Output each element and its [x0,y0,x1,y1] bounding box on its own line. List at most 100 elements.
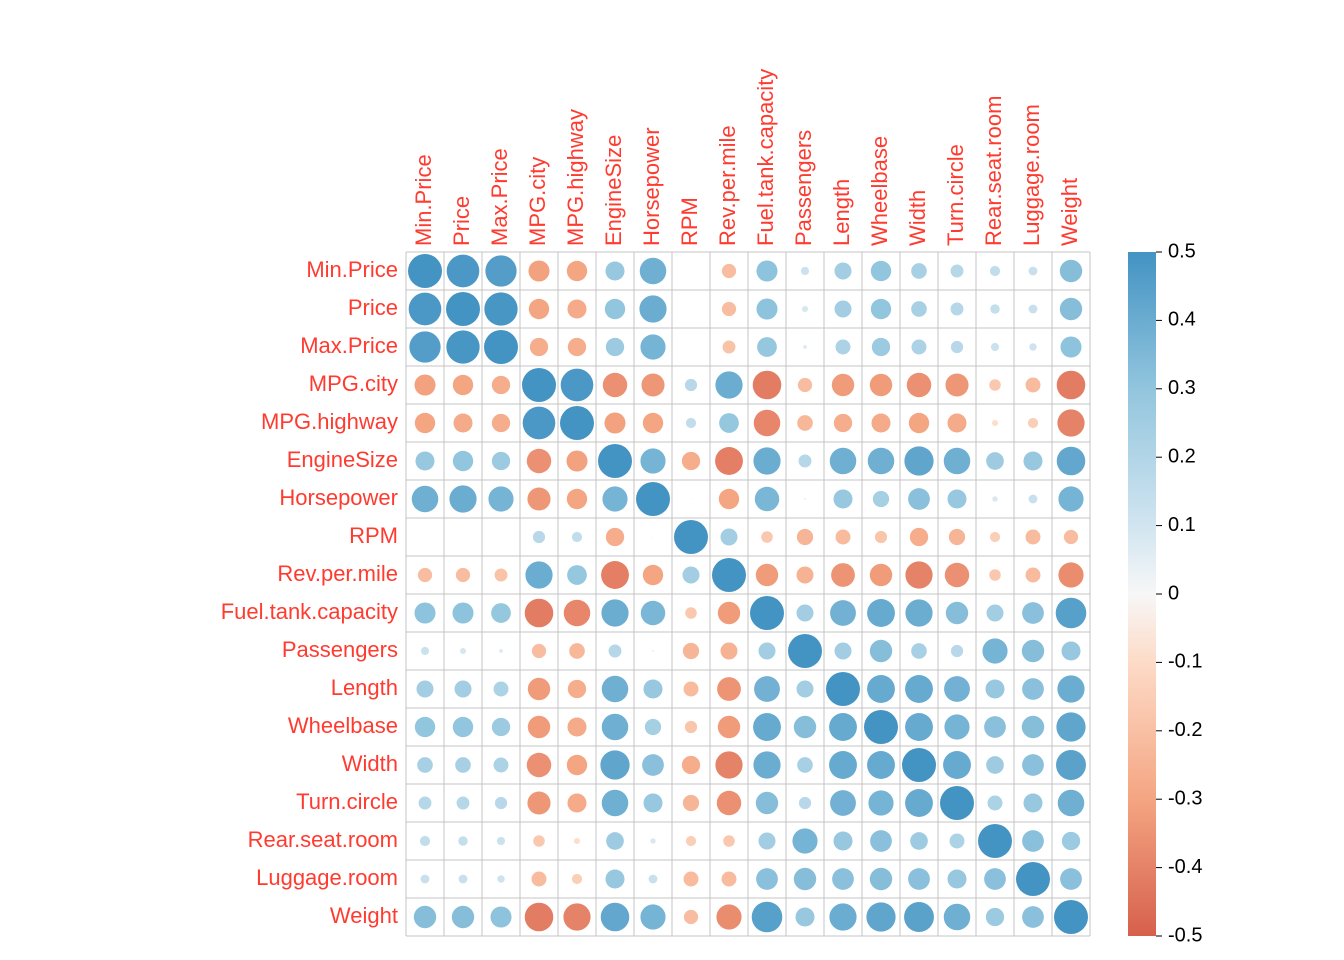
corr-cell [718,602,740,624]
corr-cell [911,643,927,659]
corr-cell [985,679,1004,698]
corr-cell [866,902,895,931]
corr-cell [601,903,630,932]
col-label: Fuel.tank.capacity [753,69,778,246]
corr-cell [569,643,585,659]
corr-cell [1026,530,1041,545]
corr-cell [992,420,998,426]
corr-cell [722,264,736,278]
col-label: Turn.circle [943,144,968,246]
corr-cell [1026,568,1041,583]
col-label: Rev.per.mile [715,125,740,246]
corr-cell [567,717,586,736]
corr-cell [643,793,662,812]
corr-cell [908,488,930,510]
corr-cell [522,368,556,402]
corr-cell [951,265,964,278]
corr-cell [528,260,549,281]
corr-cell [949,529,965,545]
corr-cell [525,599,554,628]
corr-cell [904,446,933,475]
corr-cell [459,875,468,884]
corr-cell [870,374,892,396]
corr-cell [409,293,442,326]
corr-cell [1022,640,1044,662]
corr-cell [944,676,970,702]
corr-cell [497,875,504,882]
corr-cell [797,529,813,545]
corr-cell [683,643,699,659]
corr-cell [867,675,895,703]
corr-cell [602,486,627,511]
corr-cell [414,374,435,395]
colorbar-tick-label: 0.2 [1168,445,1196,467]
row-label: Fuel.tank.capacity [221,599,398,624]
corr-cell [492,376,510,394]
corr-cell [946,602,968,624]
corr-cell [567,755,587,775]
corr-cell [684,910,698,924]
corr-cell [685,721,697,733]
corr-cell [684,872,699,887]
corr-cell [871,299,891,319]
corr-cell [527,791,550,814]
corr-cell [409,331,440,362]
corr-cell [761,531,773,543]
corr-cell [567,261,587,281]
corr-cell [453,375,473,395]
corr-cell [795,907,814,926]
corr-cell [492,452,510,470]
col-label: Min.Price [411,154,436,246]
col-label: Weight [1057,178,1082,246]
corr-cell [722,872,737,887]
corr-cell [447,255,480,288]
corr-cell [421,875,430,884]
corr-cell [643,565,663,585]
corr-cell [1026,378,1041,393]
corr-cell [912,340,927,355]
corr-cell [868,448,895,475]
row-label: Turn.circle [296,789,398,814]
corr-cell [832,868,854,890]
corr-cell [872,338,890,356]
corr-cell [1057,447,1086,476]
corr-cell [830,600,856,626]
corr-cell [529,299,549,319]
corr-cell [943,751,971,779]
corr-cell [1057,675,1084,702]
corr-cell [412,486,439,513]
col-label: Max.Price [487,148,512,246]
corr-cell [417,681,434,698]
corr-cell [682,452,700,470]
corr-cell [1064,530,1078,544]
corr-cell [755,487,779,511]
corr-cell [606,528,624,546]
corr-cell [601,561,629,589]
colorbar-tick-label: -0.2 [1168,719,1202,741]
corr-cell [982,638,1007,663]
colorbar-tick-label: -0.5 [1168,924,1202,946]
corr-cell [940,786,974,820]
corr-cell [909,413,929,433]
corr-cell [574,838,580,844]
corr-cell [491,603,511,623]
corr-cell [449,485,476,512]
corr-cell [567,299,586,318]
corr-cell [572,532,582,542]
corr-cell [721,643,738,660]
corr-cell [1029,495,1038,504]
corr-cell [986,908,1004,926]
corr-cell [567,489,587,509]
corr-cell [718,716,740,738]
corr-cell [870,564,892,586]
row-label: Rear.seat.room [248,827,398,852]
col-label: EngineSize [601,135,626,246]
corr-cell [756,260,777,281]
corr-cell [527,753,551,777]
corr-cell [457,797,470,810]
corr-cell [601,599,628,626]
corr-cell [1022,678,1044,700]
corr-cell [446,330,479,363]
corr-cell [944,448,971,475]
row-label: Max.Price [300,333,398,358]
